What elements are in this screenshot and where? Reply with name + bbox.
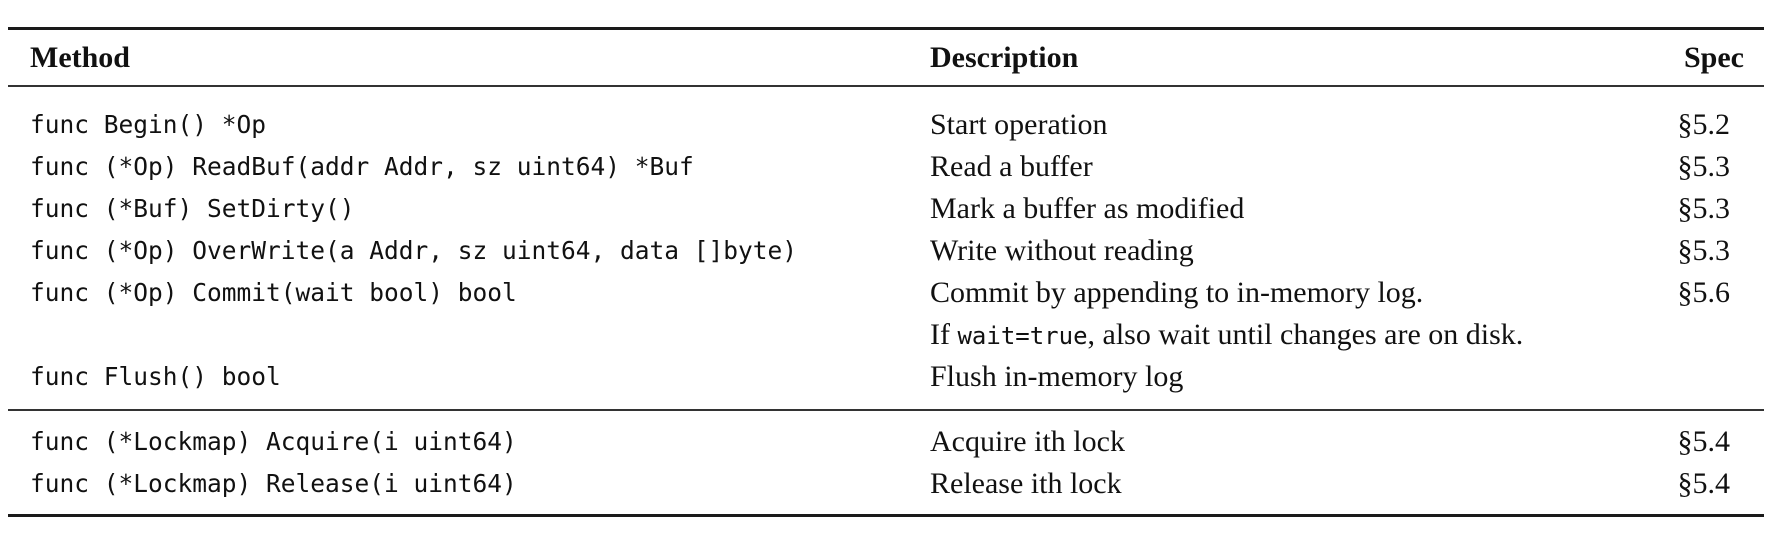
method-description: Flush in-memory log xyxy=(930,360,1184,393)
method-signature: func Begin() *Op xyxy=(30,110,267,139)
method-signature: func (*Op) ReadBuf(addr Addr, sz uint64)… xyxy=(30,152,694,181)
method-signature: func (*Lockmap) Release(i uint64) xyxy=(30,469,517,498)
inline-code: wait=true xyxy=(957,322,1088,350)
header-spec: Spec xyxy=(1684,41,1744,74)
header-description: Description xyxy=(930,41,1079,74)
method-description: Start operation xyxy=(930,108,1108,141)
desc-prefix: If xyxy=(930,318,958,351)
method-signature: func Flush() bool xyxy=(30,362,281,391)
table-row: func (*Lockmap) Release(i uint64) Releas… xyxy=(0,463,1772,505)
method-signature: func (*Buf) SetDirty() xyxy=(30,194,355,223)
method-signature: func (*Op) Commit(wait bool) bool xyxy=(30,278,517,307)
method-description: Write without reading xyxy=(930,234,1194,267)
table-row: func Begin() *Op Start operation §5.2 xyxy=(0,104,1772,146)
method-description: Read a buffer xyxy=(930,150,1093,183)
spec-reference: §5.3 xyxy=(1677,234,1731,267)
method-signature: func (*Op) OverWrite(a Addr, sz uint64, … xyxy=(30,236,798,265)
table-row: func (*Op) ReadBuf(addr Addr, sz uint64)… xyxy=(0,146,1772,188)
spec-reference: §5.3 xyxy=(1677,150,1731,183)
table-row-continuation: If wait=true, also wait until changes ar… xyxy=(0,314,1772,356)
group-rule xyxy=(8,409,1764,411)
header-method: Method xyxy=(30,41,130,74)
spec-reference: §5.3 xyxy=(1677,192,1731,225)
table-row: func Flush() bool Flush in-memory log xyxy=(0,356,1772,398)
desc-suffix: , also wait until changes are on disk. xyxy=(1087,318,1524,351)
spec-reference: §5.4 xyxy=(1677,425,1731,458)
top-rule xyxy=(8,27,1764,30)
spec-reference: §5.2 xyxy=(1677,108,1731,141)
method-description: Acquire ith lock xyxy=(930,425,1125,458)
method-description-continued: If wait=true, also wait until changes ar… xyxy=(930,314,1523,357)
table-row: func (*Op) OverWrite(a Addr, sz uint64, … xyxy=(0,230,1772,272)
method-description: Release ith lock xyxy=(930,467,1122,500)
bottom-rule xyxy=(8,514,1764,517)
table-row: func (*Lockmap) Acquire(i uint64) Acquir… xyxy=(0,421,1772,463)
table-row: func (*Op) Commit(wait bool) bool Commit… xyxy=(0,272,1772,314)
method-description: Commit by appending to in-memory log. xyxy=(930,276,1424,309)
header-rule xyxy=(8,85,1764,87)
spec-reference: §5.6 xyxy=(1677,276,1731,309)
table-row: func (*Buf) SetDirty() Mark a buffer as … xyxy=(0,188,1772,230)
method-description: Mark a buffer as modified xyxy=(930,192,1245,225)
method-signature: func (*Lockmap) Acquire(i uint64) xyxy=(30,427,517,456)
spec-reference: §5.4 xyxy=(1677,467,1731,500)
